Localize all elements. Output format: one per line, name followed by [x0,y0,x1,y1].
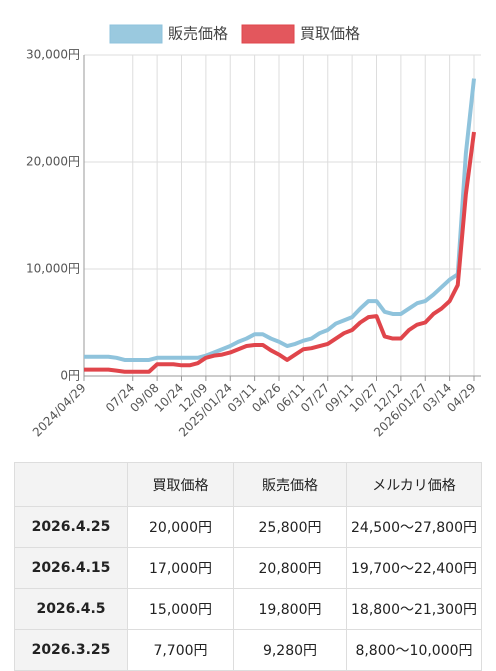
price-cell: 15,000円 [127,588,234,630]
header-row: 買取価格 販売価格 メルカリ価格 [14,462,482,507]
series-line [84,131,476,374]
price-cell: 19,800円 [233,588,347,630]
price-cell: 9,280円 [233,629,347,671]
y-tick-label: 0円 [60,369,80,383]
header-cell [14,462,128,507]
date-cell: 2026.4.5 [14,588,128,630]
page: 販売価格 買取価格 0円 10,000円 20,000円 30,000円 2024/04/… [14,24,482,671]
price-cell: 19,700〜22,400円 [346,547,482,589]
header-cell: メルカリ価格 [346,462,482,507]
y-tick-label: 10,000円 [26,262,80,276]
legend-swatch [241,24,295,44]
date-cell: 2026.4.15 [14,547,128,589]
price-cell: 18,800〜21,300円 [346,588,482,630]
price-cell: 20,000円 [127,506,234,548]
header-cell: 買取価格 [127,462,234,507]
table-row: 2026.4.5 15,000円 19,800円 18,800〜21,300円 [14,588,482,630]
price-cell: 17,000円 [127,547,234,589]
legend-swatch [109,24,163,44]
y-tick-label: 30,000円 [26,48,80,62]
x-tick-label: 2024/04/29 [30,381,89,440]
table-row: 2026.4.15 17,000円 20,800円 19,700〜22,400円 [14,547,482,589]
price-cell: 8,800〜10,000円 [346,629,482,671]
price-cell: 24,500〜27,800円 [346,506,482,548]
price-cell: 20,800円 [233,547,347,589]
price-cell: 7,700円 [127,629,234,671]
legend: 販売価格 買取価格 [109,24,360,44]
series-line [84,78,476,362]
chart: 販売価格 買取価格 0円 10,000円 20,000円 30,000円 2024/04/… [26,24,481,440]
date-cell: 2026.4.25 [14,506,128,548]
y-tick-label: 20,000円 [26,155,80,169]
legend-label: 販売価格 [168,25,228,43]
header-cell: 販売価格 [233,462,347,507]
legend-label: 買取価格 [300,25,360,43]
table-row: 2026.4.25 20,000円 25,800円 24,500〜27,800円 [14,506,482,548]
date-cell: 2026.3.25 [14,629,128,671]
price-cell: 25,800円 [233,506,347,548]
table-row: 2026.3.25 7,700円 9,280円 8,800〜10,000円 [14,629,482,671]
